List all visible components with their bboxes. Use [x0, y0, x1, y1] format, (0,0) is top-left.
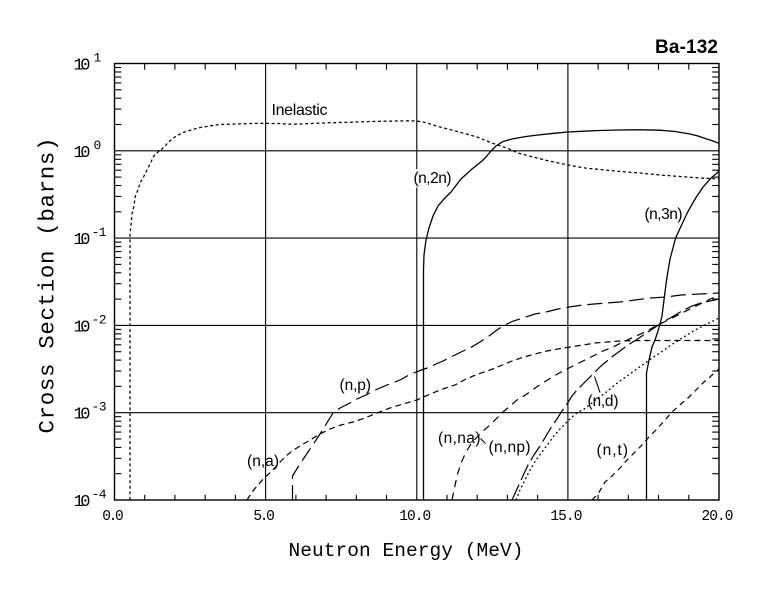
svg-text:(n,d): (n,d): [588, 393, 619, 410]
svg-text:10.0: 10.0: [399, 509, 431, 525]
svg-text:5.0: 5.0: [253, 509, 275, 525]
svg-text:10: 10: [74, 406, 91, 425]
svg-text:1: 1: [94, 51, 102, 66]
svg-text:Ba-132: Ba-132: [655, 37, 718, 58]
svg-text:(n,2n): (n,2n): [414, 170, 452, 187]
svg-text:10: 10: [74, 318, 91, 337]
svg-text:(n,na): (n,na): [438, 430, 481, 447]
svg-text:15.0: 15.0: [550, 509, 582, 525]
svg-text:20.0: 20.0: [702, 509, 734, 525]
svg-text:(n,3n): (n,3n): [645, 206, 683, 223]
svg-text:-1: -1: [92, 225, 107, 240]
svg-text:-2: -2: [92, 312, 107, 327]
svg-text:Neutron Energy (MeV): Neutron Energy (MeV): [289, 540, 524, 562]
svg-text:(n,np): (n,np): [489, 439, 531, 456]
svg-text:-4: -4: [92, 487, 107, 502]
svg-text:Inelastic: Inelastic: [272, 102, 328, 119]
svg-text:10: 10: [74, 493, 91, 512]
svg-text:-3: -3: [92, 400, 107, 415]
svg-text:10: 10: [74, 144, 91, 163]
svg-text:(n,a): (n,a): [247, 453, 279, 470]
svg-text:(n,t): (n,t): [597, 442, 629, 459]
svg-text:10: 10: [74, 231, 91, 250]
svg-text:0.0: 0.0: [102, 509, 124, 525]
svg-text:0: 0: [94, 138, 102, 153]
svg-text:(n,p): (n,p): [340, 377, 372, 394]
svg-text:Cross Section (barns): Cross Section (barns): [35, 138, 61, 434]
svg-text:10: 10: [74, 57, 91, 76]
